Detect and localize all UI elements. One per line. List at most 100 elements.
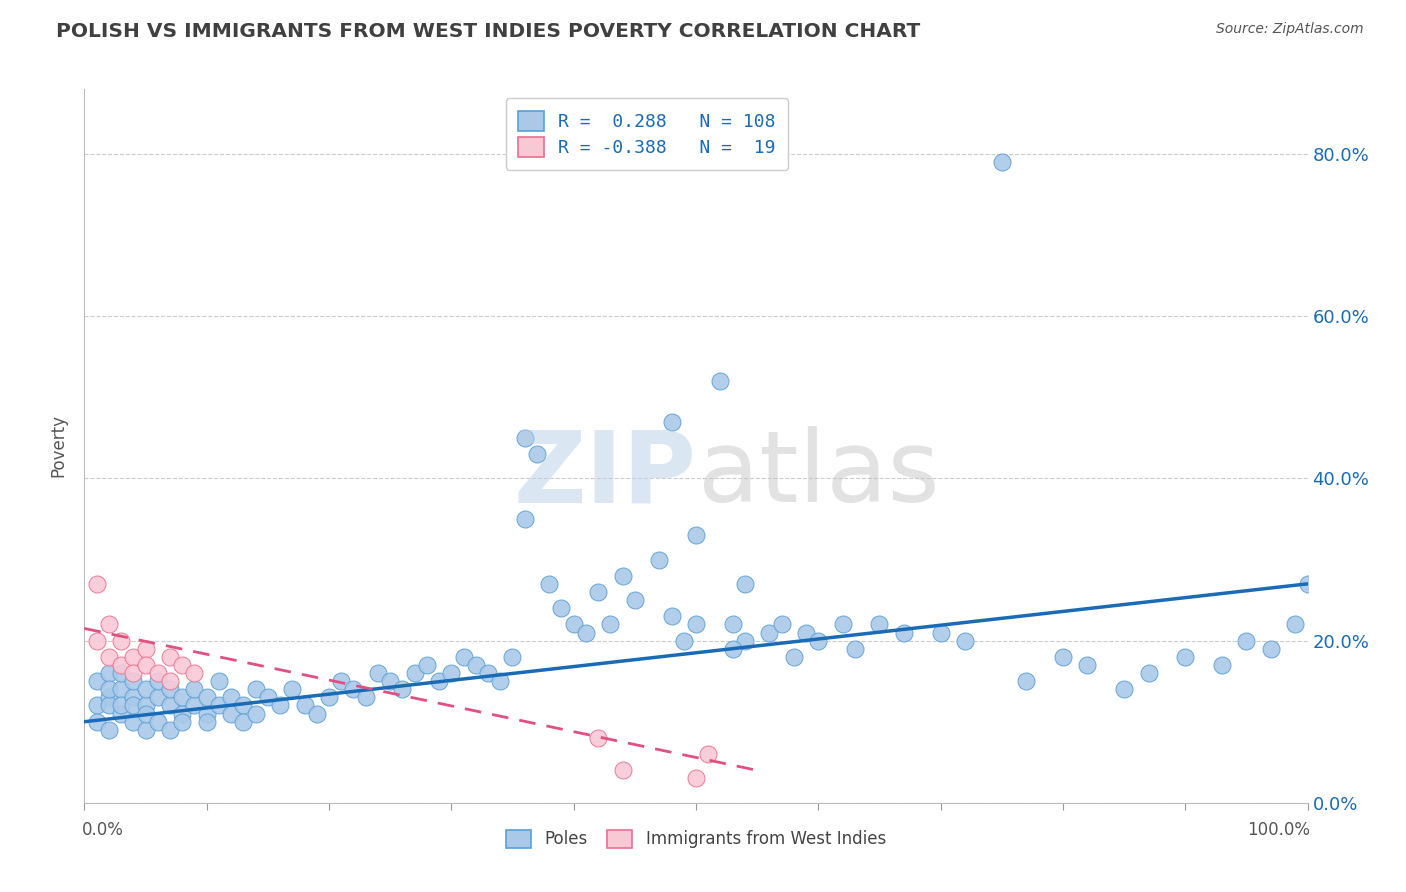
Point (1076, 657, 1098, 672)
Point (1015, 674, 1038, 689)
Point (294, 698, 316, 713)
Point (122, 666, 145, 681)
Point (281, 682, 304, 697)
Point (1137, 666, 1160, 681)
Point (257, 690, 280, 705)
Point (110, 657, 132, 672)
Point (135, 682, 157, 697)
Point (86, 674, 108, 689)
Point (367, 666, 389, 681)
Point (440, 666, 463, 681)
Point (318, 690, 340, 705)
Point (612, 568, 634, 582)
Point (97, 690, 120, 705)
Point (208, 674, 231, 689)
Point (110, 666, 132, 681)
Point (489, 674, 512, 689)
Point (526, 447, 548, 461)
Point (195, 690, 218, 705)
Point (135, 706, 157, 721)
Point (97, 666, 120, 681)
Text: ZIP: ZIP (513, 426, 696, 523)
Point (477, 666, 499, 681)
Point (831, 617, 853, 632)
Point (758, 625, 780, 640)
Point (330, 674, 353, 689)
Text: Source: ZipAtlas.com: Source: ZipAtlas.com (1216, 22, 1364, 37)
Point (1260, 641, 1282, 656)
Point (122, 698, 145, 713)
Text: atlas: atlas (699, 426, 941, 523)
Point (122, 674, 145, 689)
Point (685, 528, 707, 542)
Point (146, 666, 169, 681)
Point (354, 690, 377, 705)
Point (86, 698, 108, 713)
Point (1211, 657, 1233, 672)
Point (734, 633, 756, 648)
Point (135, 641, 157, 656)
Point (1236, 633, 1258, 648)
Point (648, 552, 671, 566)
Point (721, 617, 744, 632)
Point (416, 657, 439, 672)
Point (783, 649, 806, 664)
Point (86, 577, 108, 591)
Text: 0.0%: 0.0% (82, 821, 124, 838)
Point (245, 682, 267, 697)
Point (929, 625, 952, 640)
Point (869, 617, 891, 632)
Point (612, 764, 634, 778)
Point (172, 706, 194, 721)
Point (697, 747, 720, 761)
Point (709, 374, 731, 388)
Point (513, 512, 536, 526)
Point (146, 714, 169, 729)
Point (380, 674, 402, 689)
Point (183, 666, 205, 681)
Point (97, 682, 120, 697)
Point (146, 674, 169, 689)
Point (404, 666, 426, 681)
Point (502, 649, 524, 664)
Point (807, 633, 830, 648)
Legend: Poles, Immigrants from West Indies: Poles, Immigrants from West Indies (499, 823, 893, 855)
Point (305, 706, 328, 721)
Point (1284, 617, 1306, 632)
Point (97, 723, 120, 737)
Point (172, 690, 194, 705)
Point (953, 633, 976, 648)
Point (794, 625, 817, 640)
Point (734, 577, 756, 591)
Point (342, 682, 364, 697)
Point (232, 714, 254, 729)
Point (1052, 649, 1074, 664)
Point (146, 690, 169, 705)
Point (110, 633, 132, 648)
Point (672, 633, 695, 648)
Point (575, 625, 598, 640)
Point (513, 431, 536, 445)
Point (97, 649, 120, 664)
Point (661, 609, 683, 624)
Point (1174, 649, 1197, 664)
Point (721, 641, 744, 656)
Point (427, 674, 450, 689)
Point (159, 674, 181, 689)
Point (159, 682, 181, 697)
Point (685, 772, 707, 786)
Point (245, 706, 267, 721)
Point (110, 682, 132, 697)
Point (685, 617, 707, 632)
Point (159, 698, 181, 713)
Point (135, 657, 157, 672)
Point (550, 601, 572, 615)
Point (86, 714, 108, 729)
Point (172, 657, 194, 672)
Point (538, 577, 561, 591)
Point (893, 625, 915, 640)
Point (391, 682, 413, 697)
Point (232, 698, 254, 713)
Point (195, 706, 218, 721)
Point (844, 641, 866, 656)
